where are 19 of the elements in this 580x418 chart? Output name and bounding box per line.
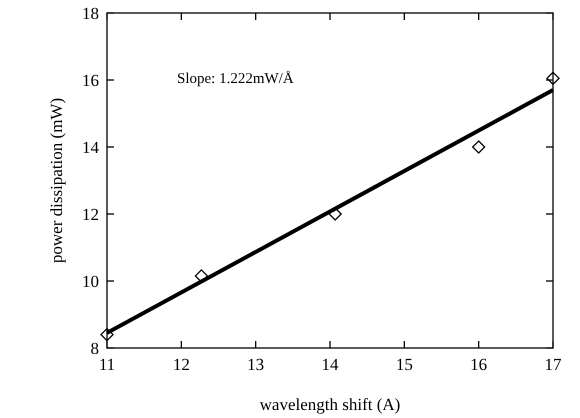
y-tick-label: 10 (82, 272, 99, 291)
x-tick-label: 13 (247, 355, 264, 374)
y-tick-label: 14 (82, 138, 100, 157)
y-tick-label: 16 (82, 70, 99, 90)
x-tick-label: 11 (98, 355, 116, 374)
x-axis-title: wavelength shift (A) (260, 395, 400, 414)
point (472, 140, 486, 154)
y-axis-title: power dissipation (mW) (47, 98, 66, 264)
x-tick-label: 14 (322, 355, 339, 374)
point (546, 72, 560, 85)
y-tick-label: 12 (82, 204, 99, 224)
x-tick-label: 15 (396, 355, 413, 374)
x-tick-label: 12 (172, 355, 190, 374)
y-tick-label: 8 (90, 338, 99, 358)
annotation: Slope: 1.222mW/Å (177, 70, 294, 87)
y-tick-label: 18 (82, 4, 99, 23)
x-tick-label: 16 (470, 355, 488, 374)
x-tick-label: 17 (544, 355, 562, 374)
point (100, 328, 114, 342)
